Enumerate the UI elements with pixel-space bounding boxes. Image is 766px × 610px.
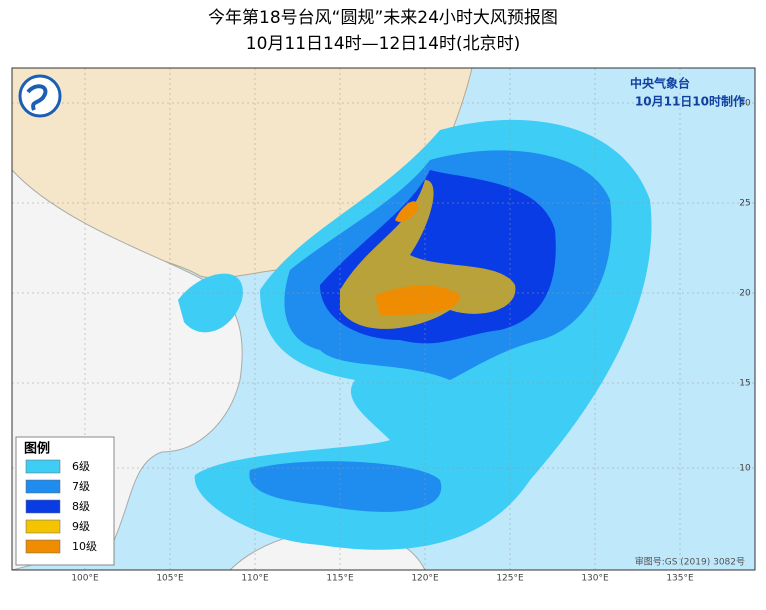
latitude-label: 30 [739,99,751,109]
longitude-label: 125°E [496,574,524,584]
wind-zone [249,461,442,512]
longitude-label: 130°E [581,574,609,584]
logo-mark [26,84,48,111]
legend-title: 图例 [24,441,50,457]
longitude-label: 135°E [666,574,694,584]
issued-time: 10月11日10时制作 [635,94,745,109]
map-body [12,68,755,570]
graticule [12,68,755,570]
legend-swatch [25,539,61,554]
legend-label: 8级 [72,500,90,513]
wind-zone [178,273,243,333]
longitude-label: 105°E [156,574,184,584]
wind-zone [340,180,516,329]
longitude-label: 115°E [326,574,354,584]
longitude-label: 110°E [241,574,269,584]
title: 今年第18号台风“圆规”未来24小时大风预报图 [208,8,558,28]
legend-items: 6级 7级 8级 9级 10级 [25,459,97,554]
map-frame [11,67,756,571]
latitude-label: 15 [739,379,750,389]
agency-name: 中央气象台 [630,76,690,91]
wind-zone [395,201,419,222]
subtitle: 10月11日14时—12日14时(北京时) [246,34,520,54]
logo [18,74,62,118]
longitude-label: 100°E [71,574,99,584]
legend-swatch [25,499,61,514]
legend-swatch [25,459,61,474]
legend-label: 6级 [72,460,90,473]
legend-label: 9级 [72,520,90,533]
wind-zones [178,119,652,550]
legend-swatch [25,519,61,534]
latitude-label: 25 [739,199,750,209]
legend-label: 7级 [72,480,90,493]
latitude-label: 20 [739,289,751,299]
legend-swatch [25,479,61,494]
latitude-label: 10 [739,464,751,474]
legend-label: 10级 [72,540,97,553]
approval-number: 审图号:GS (2019) 3082号 [635,556,745,568]
longitude-label: 120°E [411,574,439,584]
axis-labels: 100°E 105°E 110°E 115°E 120°E 125°E 130°E 135°E… [71,99,751,584]
